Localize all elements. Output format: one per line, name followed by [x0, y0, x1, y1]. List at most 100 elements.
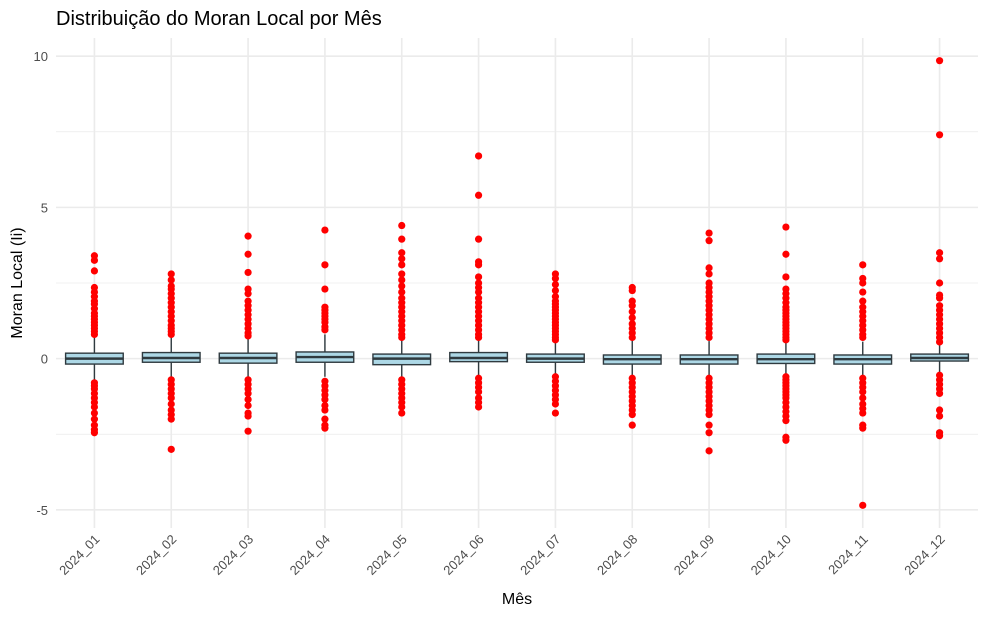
box-2024_12 — [910, 345, 970, 373]
outlier-point — [551, 286, 560, 295]
x-tick-label: 2024_01 — [56, 532, 102, 578]
outlier-point — [782, 273, 790, 281]
box-2024_03 — [218, 338, 278, 378]
outlier-point — [167, 276, 175, 284]
grid — [56, 38, 978, 528]
outlier-point — [167, 400, 175, 408]
outlier-point — [398, 288, 406, 296]
outlier-point — [935, 432, 944, 440]
outlier-point — [90, 415, 99, 423]
outlier-point — [90, 403, 99, 411]
outlier-point — [705, 447, 713, 455]
box-2024_09 — [679, 341, 739, 377]
box-2024_04 — [295, 334, 355, 377]
outlier-point — [935, 406, 944, 414]
outlier-point — [398, 282, 406, 290]
outlier-point — [244, 395, 252, 404]
outlier-point — [935, 255, 944, 263]
outlier-point — [935, 412, 944, 420]
outlier-point — [551, 409, 560, 417]
box-2024_07 — [525, 341, 585, 376]
outlier-point — [321, 395, 329, 404]
outlier-point — [628, 410, 636, 419]
outlier-point — [474, 152, 483, 160]
outlier-point — [551, 280, 560, 289]
outlier-point — [474, 261, 483, 269]
outlier-point — [244, 250, 252, 258]
y-tick-label: 10 — [34, 49, 48, 64]
outlier-point — [935, 294, 944, 302]
outlier-point — [782, 250, 790, 258]
x-tick-label: 2024_02 — [133, 532, 179, 578]
outlier-point — [244, 412, 252, 420]
y-tick-label: 5 — [41, 200, 48, 215]
x-tick-label: 2024_06 — [440, 532, 486, 578]
x-tick-label: 2024_04 — [287, 532, 333, 578]
outlier-point — [167, 445, 175, 453]
outlier-point — [90, 330, 99, 339]
x-tick-label: 2024_05 — [363, 532, 409, 578]
outlier-point — [859, 279, 867, 287]
outlier-point — [935, 249, 944, 257]
outlier-point — [859, 424, 867, 432]
outlier-point — [244, 401, 252, 410]
x-tick-label: 2024_12 — [901, 532, 947, 578]
outlier-point — [859, 409, 867, 417]
outlier-point — [705, 237, 713, 245]
box-2024_08 — [602, 340, 662, 377]
outlier-point — [935, 338, 944, 346]
outlier-point — [705, 421, 713, 429]
outlier-point — [859, 288, 867, 296]
outlier-point — [398, 409, 406, 417]
box-2024_01 — [64, 337, 124, 380]
outlier-point — [474, 333, 483, 342]
x-tick-label: 2024_09 — [671, 532, 717, 578]
outlier-point — [935, 131, 944, 139]
outlier-point — [398, 261, 406, 269]
x-tick-label: 2024_10 — [748, 532, 794, 578]
outlier-point — [551, 336, 560, 344]
outlier-point — [90, 429, 99, 437]
outlier-point — [935, 389, 944, 398]
chart-title: Distribuição do Moran Local por Mês — [56, 8, 382, 30]
outlier-point — [398, 249, 406, 257]
box-2024_10 — [756, 341, 816, 377]
outlier-point — [321, 226, 329, 234]
box-2024_02 — [141, 336, 201, 377]
outlier-point — [551, 274, 560, 283]
x-tick-label: 2024_11 — [825, 532, 871, 578]
outlier-point — [321, 261, 329, 269]
outliers — [90, 57, 944, 509]
outlier-point — [705, 429, 713, 437]
outlier-point — [705, 333, 713, 342]
outlier-point — [705, 229, 713, 237]
outlier-point — [167, 415, 175, 423]
outlier-point — [398, 221, 406, 230]
outlier-point — [474, 191, 483, 199]
outlier-point — [244, 332, 252, 340]
outlier-point — [474, 288, 483, 296]
outlier-point — [398, 276, 406, 284]
y-tick-label: -5 — [36, 503, 48, 518]
outlier-point — [935, 57, 944, 65]
outlier-point — [628, 421, 636, 429]
box-2024_06 — [449, 339, 509, 377]
outlier-point — [244, 427, 252, 435]
outlier-point — [628, 308, 636, 316]
outlier-point — [474, 403, 483, 411]
outlier-point — [244, 289, 252, 298]
outlier-point — [859, 333, 867, 342]
outlier-point — [398, 403, 406, 411]
outlier-point — [705, 264, 713, 272]
box-2024_05 — [372, 339, 432, 379]
outlier-point — [628, 333, 636, 342]
outlier-point — [628, 314, 636, 322]
boxes — [64, 334, 970, 380]
outlier-point — [859, 394, 867, 402]
outlier-point — [705, 410, 713, 419]
outlier-point — [321, 415, 329, 423]
box-2024_11 — [833, 341, 893, 377]
outlier-point — [398, 235, 406, 243]
outlier-point — [628, 302, 636, 310]
x-tick-label: 2024_03 — [210, 532, 256, 578]
